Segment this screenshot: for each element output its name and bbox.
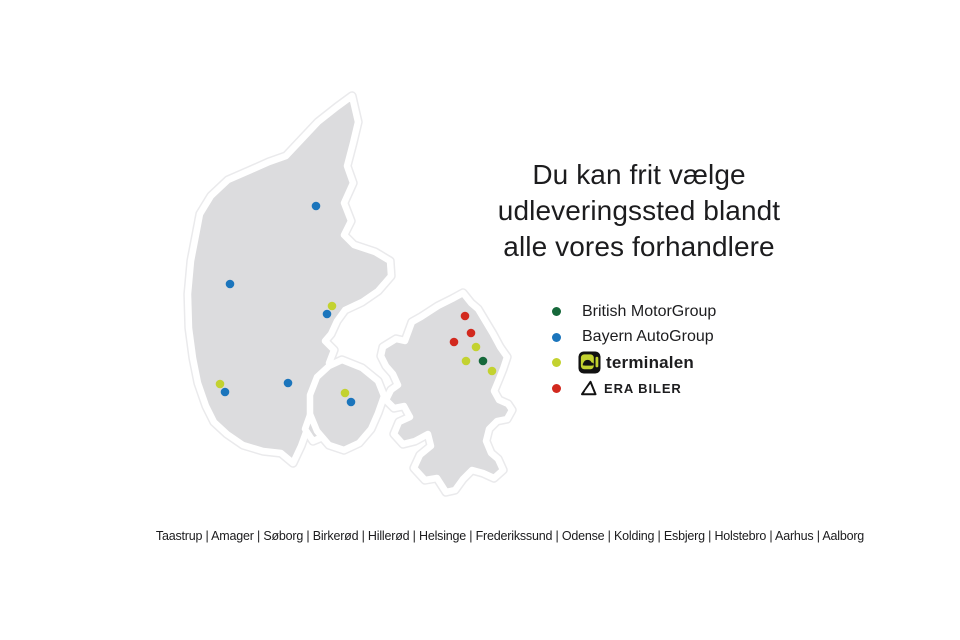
- dealer-dot-bayern: [220, 387, 230, 397]
- era-biler-dot-icon: [552, 383, 561, 393]
- dealer-dot-bayern: [311, 201, 321, 211]
- landmass-funen: [310, 360, 384, 450]
- dealer-dots: [215, 201, 497, 407]
- legend-item-era-biler: ERA BILER: [552, 376, 716, 402]
- dealer-dot-terminalen: [471, 342, 481, 352]
- dealer-dot-bayern: [322, 309, 332, 319]
- legend: British MotorGroup Bayern AutoGroup term…: [552, 299, 716, 401]
- legend-label: ERA BILER: [604, 380, 682, 396]
- headline: Du kan frit vælge udleveringssted blandt…: [478, 157, 800, 265]
- terminalen-dot-icon: [552, 358, 561, 368]
- dealer-dot-era: [466, 328, 476, 338]
- dealer-dot-bayern: [346, 397, 356, 407]
- terminalen-logo-icon: [578, 351, 601, 374]
- bayern-autogroup-dot-icon: [552, 332, 561, 342]
- dealer-dot-terminalen: [487, 366, 497, 376]
- dealer-dot-terminalen: [215, 379, 225, 389]
- city-list: Taastrup | Amager | Søborg | Birkerød | …: [155, 529, 865, 543]
- headline-line: udleveringssted blandt: [497, 195, 781, 226]
- landmasses: [188, 96, 512, 492]
- era-biler-logo-icon: [581, 380, 597, 395]
- dealer-dot-british: [478, 356, 488, 366]
- legend-label: terminalen: [606, 352, 694, 372]
- legend-item-british-motorgroup: British MotorGroup: [552, 299, 716, 325]
- legend-item-terminalen: terminalen: [552, 350, 716, 376]
- legend-item-bayern-autogroup: Bayern AutoGroup: [552, 325, 716, 351]
- dealer-dot-terminalen: [461, 356, 471, 366]
- landmass-zealand: [381, 293, 512, 492]
- legend-label: British MotorGroup: [582, 302, 717, 320]
- legend-label: Bayern AutoGroup: [582, 328, 714, 346]
- headline-line: Du kan frit vælge: [532, 159, 746, 190]
- british-motorgroup-dot-icon: [552, 307, 561, 317]
- dealer-dot-terminalen: [327, 301, 337, 311]
- headline-line: alle vores forhandlere: [503, 231, 775, 262]
- dealer-dot-era: [460, 311, 470, 321]
- dealer-dot-bayern: [225, 279, 235, 289]
- dealer-dot-terminalen: [340, 388, 350, 398]
- dealer-dot-bayern: [283, 378, 293, 388]
- dealer-dot-era: [449, 337, 459, 347]
